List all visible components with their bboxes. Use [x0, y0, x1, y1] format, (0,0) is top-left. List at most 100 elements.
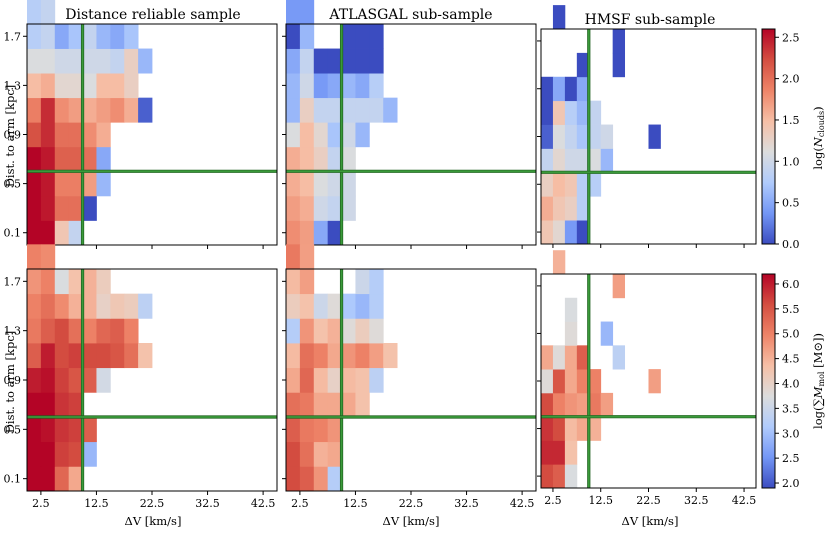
heatmap-cell [54, 318, 70, 344]
heatmap-cell [369, 48, 384, 74]
heatmap-cell [327, 97, 342, 123]
heatmap-cell [369, 318, 384, 344]
heatmap-cell [341, 343, 356, 369]
heatmap-cell [40, 392, 56, 418]
heatmap-cell [341, 195, 356, 221]
heatmap-cell [313, 97, 329, 123]
heatmap-cell [286, 466, 301, 492]
heatmap-cell [96, 318, 111, 344]
heatmap-cell [355, 293, 370, 319]
heatmap-cell [313, 343, 329, 369]
heatmap-cell [299, 441, 315, 467]
x-tick-label: 22.5 [140, 497, 165, 510]
heatmap-cell [96, 122, 111, 148]
heatmap-cell [54, 171, 70, 197]
heatmap-cell [286, 220, 301, 246]
heatmap-cell [327, 293, 342, 319]
colorbar-label-count-end: ) [811, 106, 825, 111]
heatmap-cell [27, 220, 42, 246]
heatmap-cell [541, 172, 554, 197]
colorbar-tick-label: 4.5 [782, 353, 800, 366]
heatmap-cell [82, 24, 97, 49]
heatmap-cell [564, 100, 578, 125]
heatmap-cell [54, 195, 70, 221]
heatmap-cell [96, 293, 111, 319]
heatmap-cell [27, 367, 42, 393]
colorbar-tick-label: 0.0 [782, 238, 800, 251]
x-tick-label: 12.5 [343, 497, 368, 510]
heatmap-cell [54, 392, 70, 418]
colorbar-label-mass-sub: mol [817, 371, 826, 386]
heatmap-cell [341, 367, 356, 393]
heatmap-cell [355, 343, 370, 369]
heatmap-cell [96, 367, 111, 393]
heatmap-cell [54, 73, 70, 99]
colorbar-0 [761, 28, 776, 245]
heatmap-cell [327, 441, 342, 467]
heatmap-cell [40, 441, 56, 467]
heatmap-cell [286, 48, 301, 74]
heatmap-cell [27, 392, 42, 418]
heatmap-cell [299, 367, 315, 393]
heatmap-cell [327, 318, 342, 344]
heatmap-cell [576, 76, 590, 102]
heatmap-cell [600, 124, 614, 149]
heatmap-cell [27, 146, 42, 172]
heatmap-cell [110, 48, 125, 74]
heatmap-cell [40, 244, 56, 270]
heatmap-cell [564, 297, 578, 322]
heatmap-cell [299, 417, 315, 443]
heatmap-cell [40, 146, 56, 172]
heatmap-cell [552, 250, 566, 275]
heatmap-cell [27, 171, 42, 197]
heatmap-cell [40, 417, 56, 443]
heatmap-cell [40, 73, 56, 99]
heatmap-cell [68, 269, 83, 295]
heatmap-cell [600, 148, 614, 173]
heatmap-cell [299, 244, 315, 270]
heatmap-cell [341, 318, 356, 344]
colorbar-tick-label: 2.5 [782, 452, 800, 465]
colorbar-tick-label: 3.5 [782, 402, 800, 415]
heatmap-cell [355, 318, 370, 344]
heatmap-cell [82, 367, 97, 393]
heatmap-cell [576, 100, 590, 125]
heatmap-cell [68, 392, 83, 418]
colorbar-tick-label: 2.0 [782, 477, 800, 490]
heatmap-cell [54, 122, 70, 148]
heatmap-cell [286, 122, 301, 148]
heatmap-cell [552, 369, 566, 394]
y-axis-label-top: Dist. to arm [kpc] [3, 85, 17, 188]
heatmap-cell [355, 367, 370, 393]
heatmap-cell [110, 343, 125, 369]
heatmap-cell [341, 122, 356, 148]
heatmap-cell [564, 440, 578, 465]
heatmap-cell [68, 318, 83, 344]
heatmap-cell [40, 220, 56, 246]
heatmap-cell [576, 124, 590, 149]
heatmap-cell [27, 122, 42, 148]
heatmap-cell [27, 441, 42, 467]
heatmap-cell [313, 171, 329, 197]
heatmap-cell [612, 29, 626, 54]
heatmap-cell [327, 392, 342, 418]
heatmap-cell [327, 343, 342, 369]
heatmap-cell [327, 220, 342, 246]
heatmap-cell [299, 293, 315, 319]
heatmap-cell [138, 48, 153, 74]
heatmap-cell [552, 416, 566, 441]
heatmap-cell [40, 122, 56, 148]
heatmap-cell [96, 146, 111, 172]
heatmap-cell [355, 97, 370, 123]
heatmap-cell [369, 97, 384, 123]
y-tick-label: 0.9 [4, 129, 22, 142]
heatmap-cell [40, 48, 56, 74]
heatmap-cell [541, 196, 554, 221]
heatmap-cell [68, 293, 83, 319]
column-title-hmsf: HMSF sub-sample [585, 12, 716, 28]
heatmap-cell [299, 466, 315, 492]
heatmap-cell [40, 97, 56, 123]
heatmap-cell [124, 73, 139, 99]
heatmap-cell [286, 392, 301, 418]
heatmap-cell [341, 293, 356, 319]
